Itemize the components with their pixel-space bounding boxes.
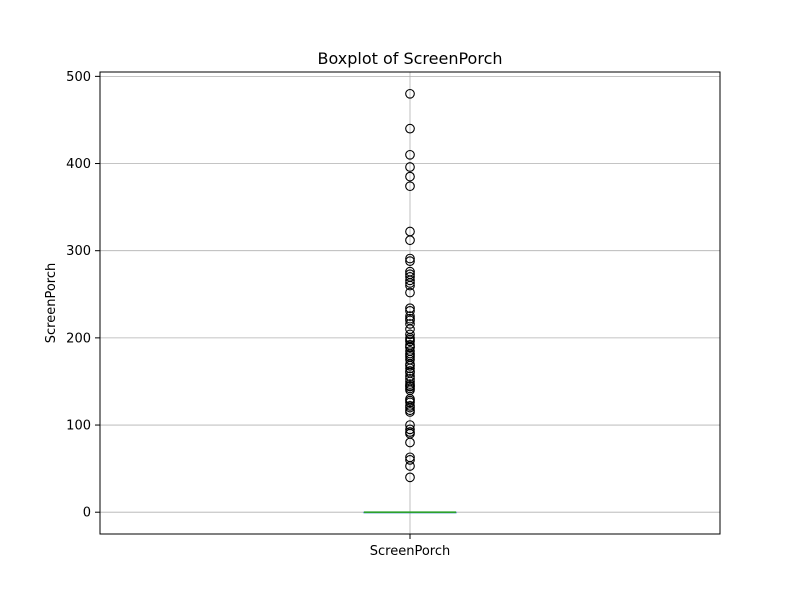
box-layer	[363, 511, 457, 514]
x-tick-label: ScreenPorch	[370, 544, 450, 559]
y-tick-label: 0	[83, 506, 91, 521]
outlier-point	[405, 360, 415, 371]
outlier-point	[405, 455, 415, 465]
y-tick-label: 100	[66, 419, 91, 434]
outlier-point	[405, 373, 415, 384]
outlier-point	[405, 424, 415, 435]
outlier-point	[405, 402, 415, 413]
outlier-point	[405, 123, 415, 134]
y-tick-label: 500	[66, 70, 91, 85]
outlier-point	[405, 363, 415, 374]
y-tick-label: 200	[66, 331, 91, 346]
y-tick-label: 400	[66, 157, 91, 172]
outlier-point	[405, 149, 415, 160]
outlier-point	[405, 329, 415, 340]
outlier-point	[405, 342, 415, 353]
y-axis: 0 100 200 300 400 500	[66, 70, 100, 521]
outlier-point	[405, 336, 415, 347]
outlier-point	[405, 472, 415, 483]
outlier-point	[405, 280, 415, 291]
outlier-point	[405, 88, 415, 99]
outlier-point	[405, 181, 415, 192]
y-axis-label: ScreenPorch	[44, 263, 59, 343]
outlier-point	[405, 171, 415, 182]
outlier-point	[405, 235, 415, 246]
outlier-point	[405, 319, 415, 329]
outlier-layer	[405, 88, 415, 483]
outlier-point	[405, 278, 415, 288]
x-axis: ScreenPorch	[370, 534, 450, 559]
y-tick-label: 300	[66, 244, 91, 259]
outlier-point	[405, 253, 415, 264]
outlier-point	[405, 275, 415, 286]
outlier-point	[405, 287, 415, 298]
outlier-point	[405, 371, 415, 382]
outlier-point	[405, 461, 415, 471]
outlier-point	[405, 437, 415, 448]
outlier-point	[405, 303, 415, 314]
grid-layer	[100, 72, 720, 534]
outlier-point	[405, 256, 415, 267]
chart-title: Boxplot of ScreenPorch	[317, 49, 502, 68]
outlier-point	[405, 407, 415, 417]
outlier-point	[405, 397, 415, 408]
outlier-point	[405, 311, 415, 321]
outlier-point	[405, 162, 415, 172]
outlier-point	[405, 305, 415, 316]
